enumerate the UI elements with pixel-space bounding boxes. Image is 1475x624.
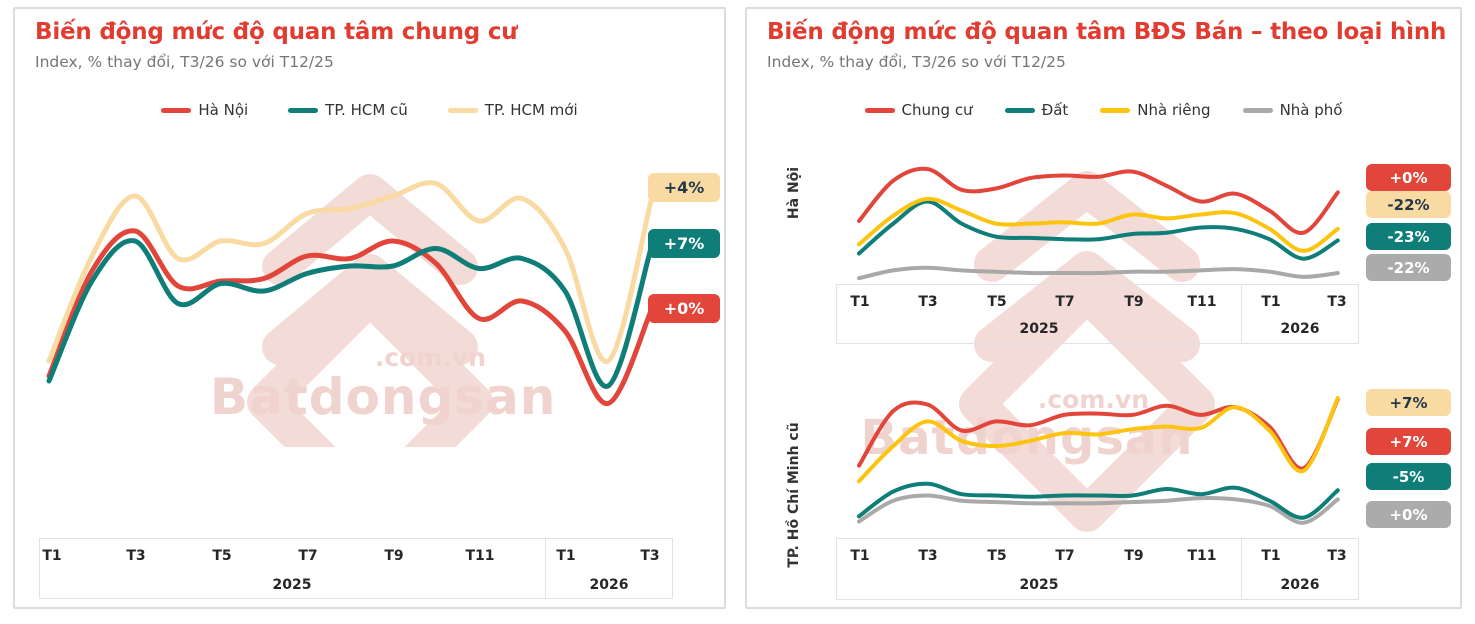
legend-left: Hà Nội TP. HCM cũ TP. HCM mới (15, 101, 724, 119)
end-label-nha-pho-hn: -22% (1366, 254, 1451, 281)
x-tick: T11 (1187, 294, 1217, 310)
line-swatch (1242, 107, 1273, 113)
end-label-nha-rieng-hn: -22% (1366, 191, 1451, 218)
series-line-h-n-i (46, 228, 654, 406)
legend-label: TP. HCM cũ (325, 101, 408, 119)
x-tick: T9 (384, 548, 404, 564)
x-axis-left-chart: T1 T3 T5 T7 T9 T11 T1 T3 2025 2026 (39, 538, 673, 599)
legend-label: Đất (1041, 101, 1069, 119)
x-tick: T3 (640, 548, 660, 564)
x-tick: T1 (556, 548, 576, 564)
x-tick: T5 (987, 294, 1007, 310)
legend-item-chung-cu: Chung cư (864, 101, 973, 119)
x-tick: T5 (212, 548, 232, 564)
panel-bds-ban: Biến động mức độ quan tâm BĐS Bán – theo… (745, 7, 1462, 609)
legend-label: TP. HCM mới (484, 101, 578, 119)
legend-item-hcm-moi: TP. HCM mới (447, 101, 578, 119)
legend-label: Nhà riêng (1137, 101, 1211, 119)
x-tick: T7 (1055, 294, 1075, 310)
legend-item-nha-rieng: Nhà riêng (1100, 101, 1211, 119)
page-title-right: Biến động mức độ quan tâm BĐS Bán – theo… (767, 19, 1447, 45)
series-line-nh-ri-ng (857, 196, 1340, 253)
legend-right: Chung cư Đất Nhà riêng Nhà phố (747, 101, 1460, 119)
series-line--t (857, 199, 1340, 261)
end-label-hcm-moi: +4% (648, 173, 720, 202)
year-divider (1241, 285, 1242, 343)
series-line-nh-ri-ng (857, 396, 1340, 484)
line-chart-ha-noi (857, 166, 1340, 281)
line-swatch (1100, 107, 1131, 113)
year-label-2026: 2026 (589, 577, 629, 593)
line-swatch (288, 107, 319, 113)
line-swatch (447, 107, 478, 113)
series-line-chung-c- (857, 397, 1340, 471)
series-line--t (857, 481, 1340, 520)
year-divider (1241, 539, 1242, 599)
x-tick: T9 (1124, 548, 1144, 564)
line-chart-tp-hcm-cu (857, 396, 1340, 525)
year-label-2025: 2025 (272, 577, 312, 593)
legend-label: Nhà phố (1279, 101, 1343, 119)
year-label-2025: 2025 (1019, 321, 1059, 337)
line-swatch (1004, 107, 1035, 113)
legend-label: Chung cư (901, 101, 973, 119)
x-tick: T3 (1327, 294, 1347, 310)
x-tick: T1 (42, 548, 62, 564)
x-axis-tp-hcm-cu: T1 T3 T5 T7 T9 T11 T1 T3 2025 2026 (836, 538, 1359, 600)
x-tick: T3 (918, 548, 938, 564)
x-tick: T1 (1261, 548, 1281, 564)
year-label-2025: 2025 (1019, 577, 1059, 593)
legend-item-nha-pho: Nhà phố (1242, 101, 1343, 119)
x-tick: T9 (1124, 294, 1144, 310)
panel-chung-cu: Biến động mức độ quan tâm chung cư Index… (13, 7, 726, 609)
line-chart-chung-cu (46, 180, 654, 406)
chart-subtitle-right: Index, % thay đổi, T3/26 so với T12/25 (767, 53, 1066, 71)
series-line-chung-c- (857, 166, 1340, 235)
x-tick: T11 (1187, 548, 1217, 564)
chart-subtitle-left: Index, % thay đổi, T3/26 so với T12/25 (35, 53, 334, 71)
year-label-2026: 2026 (1280, 577, 1320, 593)
page-title-left: Biến động mức độ quan tâm chung cư (35, 19, 518, 45)
x-axis-ha-noi: T1 T3 T5 T7 T9 T11 T1 T3 2025 2026 (836, 284, 1359, 344)
end-label-chung-cu-hn: +0% (1366, 164, 1451, 191)
line-swatch (864, 107, 895, 113)
legend-item-dat: Đất (1004, 101, 1069, 119)
line-swatch (161, 107, 192, 113)
x-tick: T11 (465, 548, 495, 564)
end-label-chung-cu-hcm: +7% (1366, 428, 1451, 455)
x-tick: T3 (126, 548, 146, 564)
year-label-2026: 2026 (1280, 321, 1320, 337)
row-label-ha-noi: Hà Nội (786, 166, 802, 220)
row-label-tp-hcm-cu: TP. Hồ Chí Minh cũ (786, 422, 802, 568)
end-label-hcm-cu: +7% (648, 229, 720, 258)
legend-label: Hà Nội (198, 101, 249, 119)
x-tick: T3 (1327, 548, 1347, 564)
legend-item-hcm-cu: TP. HCM cũ (288, 101, 408, 119)
legend-item-ha-noi: Hà Nội (161, 101, 248, 119)
x-tick: T7 (1055, 548, 1075, 564)
x-tick: T3 (918, 294, 938, 310)
x-tick: T7 (298, 548, 318, 564)
x-tick: T5 (987, 548, 1007, 564)
end-label-ha-noi: +0% (648, 294, 720, 323)
end-label-dat-hn: -23% (1366, 223, 1451, 250)
series-line-tp-hcm-m-i (46, 180, 654, 364)
series-line-tp-hcm-c- (46, 238, 654, 389)
series-line-nh-ph- (857, 493, 1340, 525)
end-label-nha-rieng-hcm: +7% (1366, 389, 1451, 416)
end-label-dat-hcm: -5% (1366, 463, 1451, 490)
x-tick: T1 (850, 294, 870, 310)
x-tick: T1 (850, 548, 870, 564)
end-label-nha-pho-hcm: +0% (1366, 501, 1451, 528)
series-line-nh-ph- (857, 265, 1340, 281)
year-divider (545, 539, 546, 598)
x-tick: T1 (1261, 294, 1281, 310)
